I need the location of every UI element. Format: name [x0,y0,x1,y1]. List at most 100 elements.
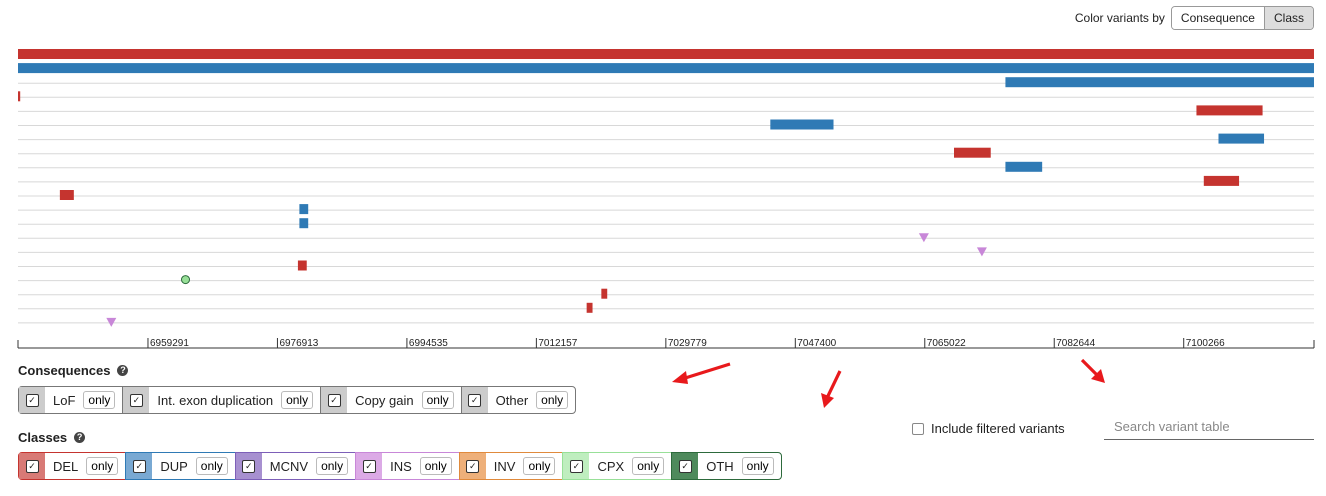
only-button[interactable]: only [632,457,665,475]
checkbox-icon[interactable]: ✓ [19,387,45,413]
check-icon: ✓ [466,459,480,473]
check-icon: ✓ [327,393,341,407]
only-button[interactable]: only [419,457,452,475]
consequence-mode-button[interactable]: Consequence [1171,7,1264,29]
color-variants-toggle: Color variants by Consequence Class [1075,6,1314,30]
annotation-arrow-icon [672,362,731,384]
include-filtered-label: Include filtered variants [931,421,1065,436]
variant-mark-ins [976,247,987,257]
variant-mark-del [954,147,991,158]
variant-track: 6959291 6976913 6994535 7012157 7029779 70474… [17,49,1315,349]
variant-mark-del [59,190,74,200]
filter-label: INV [493,458,516,474]
checkbox-icon[interactable]: ✓ [235,453,262,479]
only-button[interactable]: only [536,391,569,409]
variant-mark-del [18,91,21,102]
variant-mark-dup [1005,77,1314,88]
check-icon: ✓ [569,459,583,473]
check-icon: ✓ [678,459,692,473]
check-icon: ✓ [362,459,376,473]
consequence-filter-lof[interactable]: ✓ LoF only [18,386,124,414]
only-button[interactable]: only [316,457,349,475]
annotation-arrow-icon [1080,358,1105,383]
class-filter-cpx[interactable]: ✓ CPX only [562,452,673,480]
check-icon: ✓ [25,459,39,473]
consequence-filters: ✓ LoF only ✓ Int. exon duplication only ✓ Copy … [18,386,577,414]
axis-tick-label: 6994535 [409,338,448,349]
variant-mark-del [1196,105,1263,116]
checkbox-icon[interactable]: ✓ [672,453,699,479]
consequence-filter-copy-gain[interactable]: ✓ Copy gain only [320,386,462,414]
filter-label: Other [495,392,529,408]
class-filter-oth[interactable]: ✓ OTH only [671,452,782,480]
variant-mark-cpx [181,275,191,285]
axis-tick-label: 6959291 [150,338,189,349]
variant-mark-del [297,260,307,271]
filter-label: DUP [160,458,188,474]
only-button[interactable]: only [195,457,228,475]
annotation-arrow-icon [821,370,842,408]
help-icon[interactable]: ? [74,432,86,443]
filter-label: MCNV [269,458,309,474]
class-filter-mcnv[interactable]: ✓ MCNV only [234,452,357,480]
include-filtered-toggle[interactable]: Include filtered variants [912,421,1065,436]
axis-tick-label: 7012157 [538,338,577,349]
consequences-heading: Consequences ? [18,363,129,378]
only-button[interactable]: only [83,391,116,409]
variant-mark-dup [299,218,309,229]
checkbox-icon[interactable]: ✓ [123,387,150,413]
class-filters: ✓ DEL only ✓ DUP only ✓ MCNV only ✓ INS only ✓ INV onl… [18,452,782,480]
color-mode-segment: Consequence Class [1170,6,1314,30]
only-button[interactable]: only [523,457,556,475]
variant-mark-dup [299,204,309,215]
checkbox-icon[interactable]: ✓ [461,387,488,413]
checkbox-icon[interactable]: ✓ [356,453,383,479]
variant-mark-dup [1218,133,1265,144]
check-icon: ✓ [242,459,256,473]
check-icon: ✓ [132,459,146,473]
checkbox-icon[interactable]: ✓ [563,453,590,479]
color-variants-label: Color variants by [1074,11,1165,25]
variant-mark-ins [918,233,929,243]
consequence-filter-other[interactable]: ✓ Other only [460,386,577,414]
axis-tick-label: 7029779 [668,338,707,349]
checkbox-icon[interactable]: ✓ [126,453,153,479]
class-filter-del[interactable]: ✓ DEL only [18,452,127,480]
consequences-title: Consequences [18,363,111,378]
class-filter-ins[interactable]: ✓ INS only [355,452,460,480]
filter-label: LoF [53,392,76,408]
variant-mark-ins [106,317,117,327]
only-button[interactable]: only [741,457,774,475]
axis-tick-label: 7065022 [927,338,966,349]
help-icon[interactable]: ? [117,365,129,376]
classes-heading: Classes ? [18,430,86,445]
class-filter-dup[interactable]: ✓ DUP only [125,452,236,480]
checkbox-icon[interactable]: ✓ [321,387,348,413]
class-filter-inv[interactable]: ✓ INV only [458,452,564,480]
consequence-filter-int-exon-duplication[interactable]: ✓ Int. exon duplication only [122,386,322,414]
axis-tick-label: 7082644 [1056,338,1095,349]
filter-label: OTH [706,458,734,474]
check-icon: ✓ [129,393,143,407]
check-icon: ✓ [25,393,39,407]
only-button[interactable]: only [421,391,454,409]
only-button[interactable]: only [281,391,314,409]
axis-tick-label: 7100266 [1186,338,1225,349]
search-variant-input[interactable] [1104,414,1314,440]
variant-mark-del [18,49,1314,59]
variant-mark-dup [1005,161,1043,172]
check-icon: ✓ [468,393,482,407]
axis-tick-label: 6976913 [279,338,318,349]
only-button[interactable]: only [86,457,119,475]
axis-tick-label: 7047400 [797,338,836,349]
variant-mark-dup [18,63,1314,74]
checkbox-icon[interactable]: ✓ [19,453,45,479]
include-filtered-checkbox[interactable] [912,422,924,435]
variant-mark-del [601,288,608,299]
filter-label: Copy gain [355,392,414,408]
checkbox-icon[interactable]: ✓ [459,453,486,479]
variant-mark-del [1203,175,1240,186]
class-mode-button[interactable]: Class [1263,7,1313,29]
filter-label: Int. exon duplication [157,392,274,408]
filter-label: INS [390,458,412,474]
